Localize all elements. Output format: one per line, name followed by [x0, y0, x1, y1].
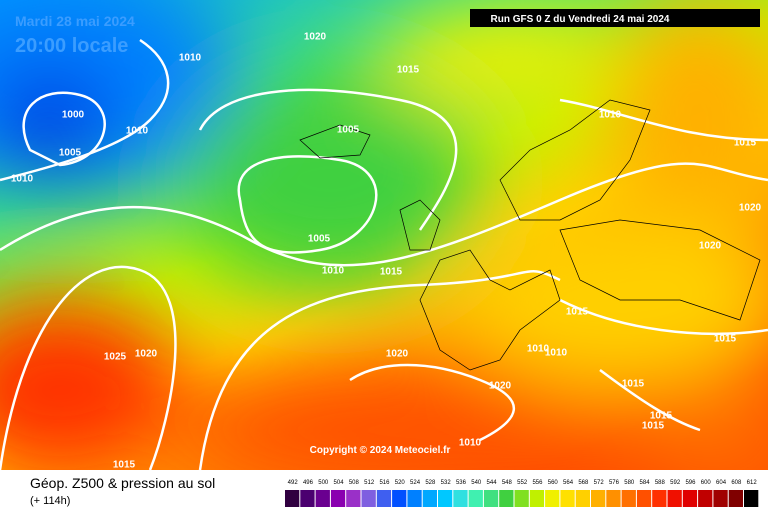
isobar-label: 1020 [386, 349, 409, 360]
copyright: Copyright © 2024 Meteociel.fr [310, 445, 451, 456]
isobar-label: 1015 [380, 267, 403, 278]
scale-label: 604 [716, 480, 727, 486]
scale-swatch [713, 490, 728, 507]
run-info: Run GFS 0 Z du Vendredi 24 mai 2024 [491, 14, 670, 25]
scale-label: 540 [471, 480, 482, 486]
scale-swatch [499, 490, 514, 507]
scale-swatch [438, 490, 453, 507]
isobar-label: 1010 [527, 344, 550, 355]
scale-swatch [422, 490, 437, 507]
isobar-label: 1005 [308, 234, 331, 245]
scale-swatch [407, 490, 422, 507]
scale-swatch [652, 490, 667, 507]
isobar-label: 1010 [459, 438, 482, 449]
run-box [470, 9, 760, 27]
scale-swatch [545, 490, 560, 507]
isobar-label: 1015 [622, 379, 645, 390]
scale-label: 596 [685, 480, 696, 486]
scale-swatch [560, 490, 575, 507]
isobar-label: 1025 [104, 352, 127, 363]
isobar-label: 1015 [566, 307, 589, 318]
scale-label: 600 [701, 480, 712, 486]
scale-swatch [682, 490, 698, 507]
isobar-label: 1010 [179, 53, 202, 64]
scale-swatch [300, 490, 315, 507]
scale-label: 524 [410, 480, 421, 486]
scale-label: 608 [731, 480, 742, 486]
date: Mardi 28 mai 2024 [15, 13, 135, 29]
map [0, 0, 768, 470]
scale-label: 508 [349, 480, 360, 486]
scale-label: 564 [563, 480, 574, 486]
scale-swatch [529, 490, 545, 507]
isobar-label: 1015 [113, 460, 136, 471]
scale-label: 544 [487, 480, 498, 486]
isobar-label: 1010 [11, 174, 34, 185]
scale-swatch [315, 490, 330, 507]
isobar-label: 1020 [699, 241, 722, 252]
isobar-label: 1020 [489, 381, 512, 392]
scale-label: 496 [303, 480, 314, 486]
scale-label: 612 [747, 480, 758, 486]
scale-swatch [483, 490, 499, 507]
isobar-label: 1020 [739, 203, 762, 214]
scale-swatch [728, 490, 743, 507]
scale-label: 568 [578, 480, 589, 486]
scale-label: 572 [594, 480, 605, 486]
isobar-label: 1015 [397, 65, 420, 76]
footer-subtitle: (+ 114h) [30, 495, 70, 507]
scale-label: 504 [334, 480, 345, 486]
scale-swatch [361, 490, 376, 507]
isobar-label: 1020 [135, 349, 158, 360]
isobar-label: 1010 [322, 266, 345, 277]
isobar-label: 1020 [304, 32, 327, 43]
scale-label: 528 [425, 480, 436, 486]
scale-swatch [392, 490, 407, 507]
scale-swatch [621, 490, 636, 507]
scale-swatch [744, 490, 759, 507]
isobar-label: 1010 [599, 110, 622, 121]
scale-swatch [698, 490, 713, 507]
scale-label: 512 [364, 480, 375, 486]
scale-label: 492 [288, 480, 299, 486]
scale-swatch [468, 490, 483, 507]
scale-label: 576 [609, 480, 620, 486]
scale-swatch [606, 490, 621, 507]
isobar-label: 1005 [337, 125, 360, 136]
scale-label: 500 [318, 480, 329, 486]
scale-label: 552 [517, 480, 528, 486]
scale-swatch [453, 490, 468, 507]
scale-swatch [346, 490, 361, 507]
scale-swatch [285, 490, 300, 507]
isobar-label: 1010 [126, 126, 149, 137]
scale-label: 580 [624, 480, 635, 486]
scale-swatch [376, 490, 392, 507]
scale-swatch [514, 490, 529, 507]
scale-swatch [330, 490, 346, 507]
isobar-label: 1010 [545, 348, 568, 359]
scale-label: 592 [670, 480, 681, 486]
scale-swatch [591, 490, 606, 507]
scale-swatch [575, 490, 590, 507]
scale-label: 560 [548, 480, 559, 486]
scale-label: 536 [456, 480, 467, 486]
scale-swatch [667, 490, 682, 507]
scale-label: 588 [655, 480, 666, 486]
scale-label: 516 [379, 480, 390, 486]
isobar-label: 1015 [650, 411, 673, 422]
isobar-label: 1000 [62, 110, 85, 121]
isobar-label: 1015 [734, 138, 757, 149]
scale-label: 532 [441, 480, 452, 486]
isobar-label: 1015 [642, 421, 665, 432]
isobar-label: 1005 [59, 148, 82, 159]
scale-label: 548 [502, 480, 513, 486]
isobar-label: 1015 [714, 334, 737, 345]
scale-swatch [636, 490, 652, 507]
local-time: 20:00 locale [15, 35, 128, 57]
scale-label: 584 [640, 480, 651, 486]
footer-title: Géop. Z500 & pression au sol [30, 475, 215, 491]
scale-label: 556 [532, 480, 543, 486]
scale-label: 520 [395, 480, 406, 486]
